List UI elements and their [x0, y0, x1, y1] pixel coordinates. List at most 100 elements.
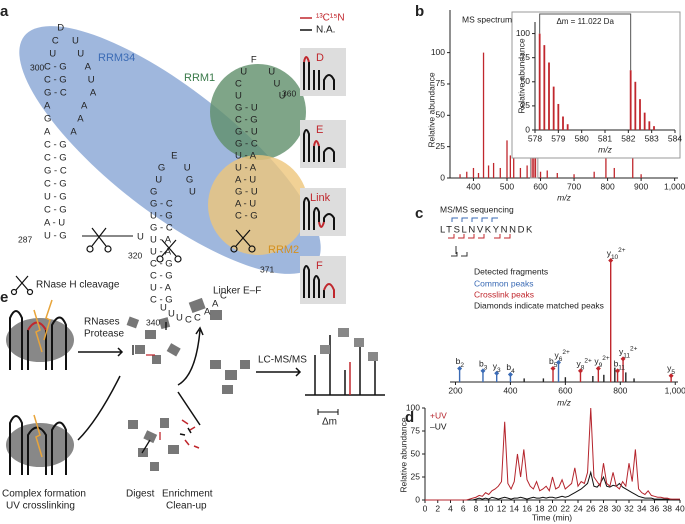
label: Link [310, 192, 331, 204]
label: 25 [521, 100, 531, 110]
label: 8 [474, 503, 479, 513]
label: Diamonds indicate matched peaks [474, 300, 604, 310]
label: 320 [128, 250, 142, 260]
ion: b [506, 362, 511, 372]
label: LC-MS/MS [258, 355, 307, 366]
label: 30 [612, 503, 622, 513]
label: 581 [598, 133, 612, 143]
label: 75 [521, 52, 531, 62]
label: m/z [598, 144, 612, 154]
ion: b [479, 359, 484, 369]
label: C - G [44, 179, 67, 190]
label: U - G [44, 192, 67, 203]
label: a [0, 3, 9, 20]
label: 0 [440, 172, 445, 182]
label: 24 [573, 503, 583, 513]
fragment-key [451, 246, 468, 257]
match-diamond [494, 370, 500, 376]
label: 18 [535, 503, 545, 513]
label: 22 [561, 503, 571, 513]
label: 75 [411, 425, 421, 435]
label: 700 [567, 181, 581, 191]
label: 100 [406, 402, 420, 412]
label: C - G [235, 211, 258, 222]
label: 800 [613, 385, 627, 395]
label: RRM2 [268, 244, 299, 256]
rrm2-region [208, 155, 308, 255]
label: C U [44, 36, 79, 47]
label: 2 [435, 503, 440, 513]
label: U [160, 303, 167, 314]
match-diamond [620, 356, 626, 362]
label: 600 [533, 181, 547, 191]
match-diamond [480, 368, 486, 374]
peak-label: y62+ [555, 349, 570, 363]
label: Common peaks [474, 278, 534, 288]
topology-boxes [300, 48, 346, 304]
label: 50 [521, 76, 531, 86]
label: Detected fragments [474, 266, 548, 276]
ion: b [456, 356, 461, 366]
peak-label: y92+ [594, 355, 609, 369]
label: 14 [510, 503, 520, 513]
label: C - G [44, 140, 67, 151]
label: Clean-up [166, 501, 207, 512]
label: F [235, 55, 257, 66]
label: 579 [551, 133, 565, 143]
ion-charge: 2+ [630, 345, 638, 352]
ion-index: 10 [611, 254, 619, 261]
label: 25 [411, 471, 421, 481]
label: m/z [557, 192, 571, 202]
ion: y [619, 347, 624, 357]
label: ¹³C¹⁵N [316, 13, 345, 24]
label: 100 [431, 47, 445, 57]
label: U - A [235, 151, 257, 162]
label: 900 [634, 181, 648, 191]
label: A - U [44, 218, 65, 229]
label: U [137, 232, 144, 243]
label: U U [235, 91, 286, 102]
label: U - A [150, 283, 172, 294]
peak-label: b2 [456, 356, 465, 368]
label: 360 [282, 88, 296, 98]
label: 28 [599, 503, 609, 513]
label: C - G [150, 259, 173, 270]
label: G U [150, 163, 191, 174]
label: U - G [150, 211, 173, 222]
label: G - U [235, 187, 258, 198]
label: Relative abundance [516, 38, 526, 113]
label: U [168, 309, 175, 320]
label: 0 [525, 124, 530, 134]
label: C - G [150, 295, 173, 306]
label: E [150, 151, 177, 162]
label: 50 [411, 448, 421, 458]
label: A [212, 299, 219, 310]
label: RNases [84, 317, 120, 328]
label: E [316, 124, 323, 136]
label: 584 [668, 133, 682, 143]
peak-label: y112+ [619, 345, 638, 359]
delta-bracket [539, 13, 632, 71]
ion-index: 8 [581, 364, 585, 371]
peak-label: y3 [493, 361, 501, 373]
label: 50 [436, 110, 446, 120]
ion-index: 3 [497, 367, 501, 374]
match-diamond [615, 368, 621, 374]
label: MS/MS sequencing [440, 204, 514, 214]
ion: y [607, 248, 612, 258]
ion-index: 6 [559, 356, 563, 363]
label: –UV [430, 421, 447, 431]
peak-label: b4 [506, 362, 515, 374]
label: +UV [430, 410, 447, 420]
label: 1,000 [665, 385, 685, 395]
match-diamond [550, 366, 556, 371]
match-diamond [507, 372, 513, 377]
label: U U [44, 49, 84, 60]
label: Time (min) [532, 512, 572, 522]
label: 287 [18, 234, 32, 244]
label: 578 [528, 133, 542, 143]
rrm1-region [210, 64, 306, 160]
label: N.A. [316, 25, 335, 36]
label: 34 [637, 503, 647, 513]
label: A [204, 307, 211, 318]
